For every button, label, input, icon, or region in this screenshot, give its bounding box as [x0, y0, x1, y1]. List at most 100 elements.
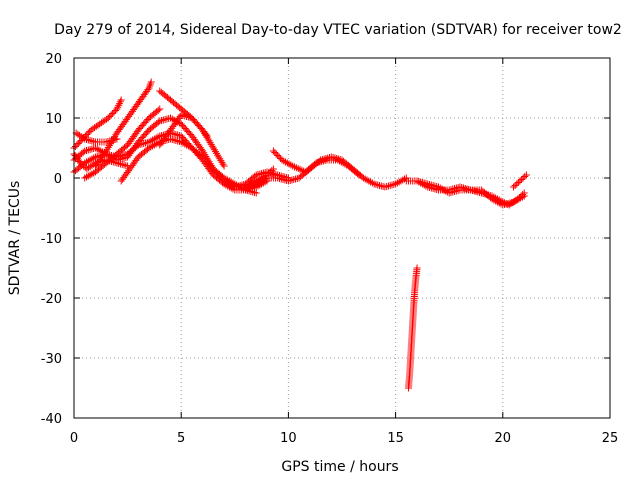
data-point [102, 147, 110, 155]
data-point [284, 174, 292, 182]
data-point [514, 179, 522, 186]
data-point [216, 155, 224, 163]
y-tick-label: -10 [41, 232, 62, 247]
data-point [86, 156, 94, 164]
data-point [145, 144, 153, 152]
data-point [81, 174, 89, 182]
data-point [104, 143, 112, 151]
data-point [311, 160, 319, 168]
data-point [511, 197, 519, 205]
data-point [93, 145, 101, 153]
data-point [367, 178, 375, 186]
data-point [393, 179, 401, 187]
data-point [108, 138, 116, 146]
data-point [250, 181, 258, 189]
data-point [420, 181, 428, 189]
data-point [200, 128, 208, 136]
data-point [493, 198, 501, 206]
data-point [208, 142, 216, 150]
data-point [247, 183, 255, 191]
data-point [115, 101, 123, 109]
data-point [83, 158, 91, 166]
y-tick-label: 10 [45, 112, 62, 127]
data-point [115, 100, 123, 108]
data-point [492, 197, 500, 205]
data-point [517, 194, 525, 202]
data-point [413, 177, 421, 185]
data-point [88, 155, 96, 163]
data-point [106, 113, 114, 120]
data-point [282, 158, 290, 166]
data-point [368, 179, 376, 187]
data-point [152, 140, 160, 148]
data-point [422, 182, 430, 190]
data-point [84, 172, 92, 180]
data-point [110, 108, 118, 116]
data-point [442, 187, 450, 195]
data-point [359, 174, 367, 182]
data-point [84, 157, 92, 165]
chart-title: Day 279 of 2014, Sidereal Day-to-day VTE… [54, 22, 622, 38]
data-point [365, 177, 373, 185]
data-point [361, 175, 369, 183]
data-point [220, 174, 228, 182]
data-point [520, 192, 528, 200]
data-point [522, 171, 530, 179]
data-point [510, 183, 518, 191]
y-tick-label: 0 [54, 172, 62, 187]
data-point [355, 171, 363, 179]
data-point [109, 136, 117, 144]
x-tick-label: 0 [70, 431, 78, 446]
data-point [204, 135, 212, 143]
data-point [210, 146, 218, 154]
data-point [217, 157, 225, 165]
data-point [283, 159, 291, 167]
data-point [274, 152, 282, 159]
data-point [176, 113, 184, 121]
data-point [495, 199, 503, 207]
data-point [218, 158, 226, 166]
data-point [220, 162, 228, 170]
plot-frame [73, 57, 611, 419]
data-point [73, 141, 81, 149]
y-axis-label: SDTVAR / TECUs [7, 181, 23, 296]
data-point [278, 156, 286, 164]
grid [74, 58, 610, 418]
data-point [225, 177, 233, 185]
data-point [124, 162, 132, 170]
data-point [90, 154, 98, 162]
data-layer [70, 78, 530, 392]
x-axis-label: GPS time / hours [281, 459, 398, 475]
data-point [107, 111, 115, 119]
data-point [78, 161, 86, 168]
data-point [105, 142, 113, 150]
data-point [86, 171, 94, 179]
data-point [84, 129, 92, 137]
y-tick-label: -30 [41, 352, 62, 367]
data-point [413, 264, 421, 272]
data-point [519, 174, 527, 182]
series-track-12 [231, 168, 292, 191]
data-point [285, 160, 293, 168]
data-point [213, 149, 221, 157]
series-track-6 [81, 105, 164, 182]
data-point [111, 133, 119, 141]
data-point [222, 175, 230, 183]
data-point [152, 134, 160, 142]
data-point [215, 153, 223, 161]
data-point [249, 182, 257, 190]
data-point [202, 131, 210, 139]
data-point [95, 146, 103, 154]
data-point [513, 196, 521, 204]
data-point [363, 176, 371, 184]
y-tick-label: -20 [41, 292, 62, 307]
data-point [269, 165, 277, 173]
data-point [259, 176, 267, 184]
data-point [354, 170, 362, 178]
data-point [415, 178, 423, 186]
data-point [147, 137, 155, 145]
series-track-17 [70, 150, 132, 173]
data-point [510, 198, 518, 206]
data-point [490, 196, 498, 204]
data-point [106, 140, 114, 148]
